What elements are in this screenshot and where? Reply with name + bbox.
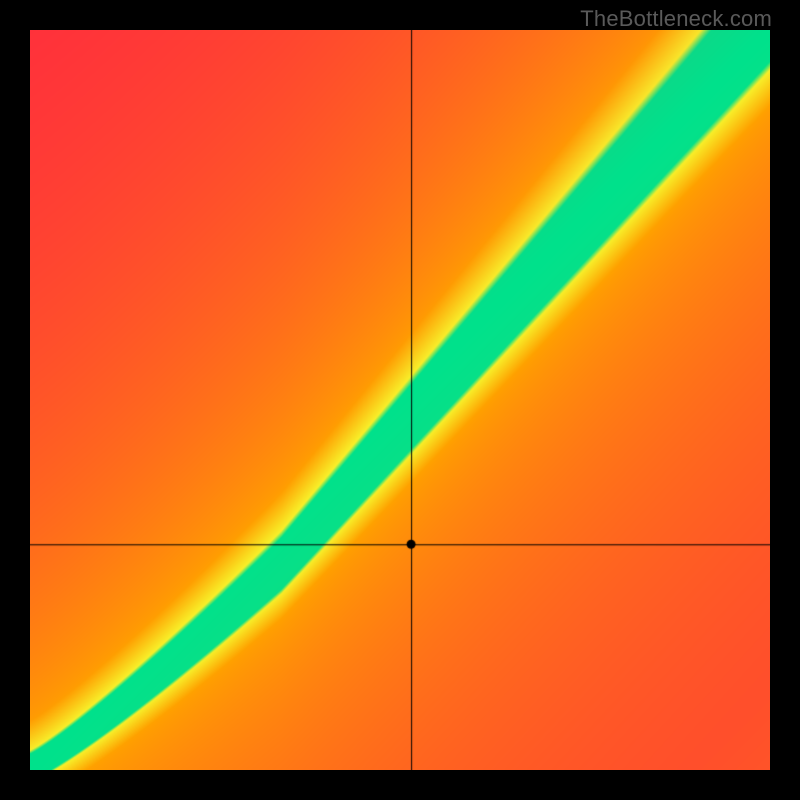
heatmap-canvas [30, 30, 770, 770]
watermark-text: TheBottleneck.com [580, 6, 772, 32]
bottleneck-heatmap [30, 30, 770, 770]
